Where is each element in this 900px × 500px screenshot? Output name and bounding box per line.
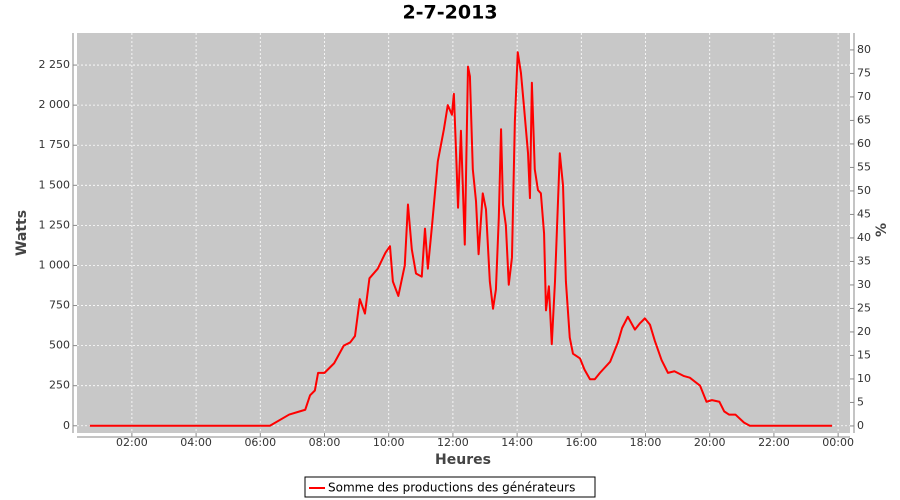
y-tick-label: 2 250	[39, 58, 71, 71]
y2-tick-label: 10	[857, 372, 871, 385]
x-tick-label: 08:00	[309, 436, 341, 449]
y2-tick-label: 75	[857, 66, 871, 79]
x-tick-label: 18:00	[630, 436, 662, 449]
x-tick-label: 04:00	[180, 436, 212, 449]
y2-tick-label: 5	[857, 395, 864, 408]
y2-tick-label: 20	[857, 325, 871, 338]
x-tick-label: 00:00	[822, 436, 854, 449]
y2-tick-label: 50	[857, 184, 871, 197]
y2-axis-label: %	[874, 223, 890, 237]
x-tick-label: 22:00	[758, 436, 790, 449]
y2-tick-label: 15	[857, 348, 871, 361]
x-tick-label: 10:00	[373, 436, 405, 449]
chart-title: 2-7-2013	[402, 2, 497, 24]
y2-tick-label: 80	[857, 43, 871, 56]
y2-tick-label: 45	[857, 207, 871, 220]
y2-tick-label: 0	[857, 419, 864, 432]
y2-tick-label: 65	[857, 113, 871, 126]
y2-tick-label: 40	[857, 231, 871, 244]
y2-tick-label: 60	[857, 137, 871, 150]
y2-tick-label: 25	[857, 301, 871, 314]
legend-label: Somme des productions des générateurs	[328, 481, 575, 495]
x-axis-label: Heures	[435, 452, 491, 468]
y2-tick-label: 35	[857, 254, 871, 267]
y-tick-label: 2 000	[39, 98, 71, 111]
x-tick-label: 12:00	[437, 436, 469, 449]
x-tick-label: 20:00	[694, 436, 726, 449]
x-tick-label: 06:00	[244, 436, 276, 449]
y-tick-label: 1 500	[39, 178, 71, 191]
y-tick-label: 1 000	[39, 258, 71, 271]
y-tick-label: 250	[49, 379, 70, 392]
y-tick-label: 1 250	[39, 218, 71, 231]
x-tick-label: 14:00	[501, 436, 533, 449]
legend-box	[304, 476, 596, 498]
y-tick-label: 750	[49, 299, 70, 312]
y-tick-label: 1 750	[39, 138, 71, 151]
y2-tick-label: 55	[857, 160, 871, 173]
y2-tick-label: 70	[857, 90, 871, 103]
x-tick-label: 02:00	[116, 436, 148, 449]
x-tick-label: 16:00	[565, 436, 597, 449]
y-tick-label: 0	[63, 419, 70, 432]
y2-tick-label: 30	[857, 278, 871, 291]
legend: Somme des productions des générateurs	[304, 476, 596, 498]
data-line	[89, 51, 833, 427]
y-tick-label: 500	[49, 339, 70, 352]
y-axis-label: Watts	[14, 210, 30, 256]
